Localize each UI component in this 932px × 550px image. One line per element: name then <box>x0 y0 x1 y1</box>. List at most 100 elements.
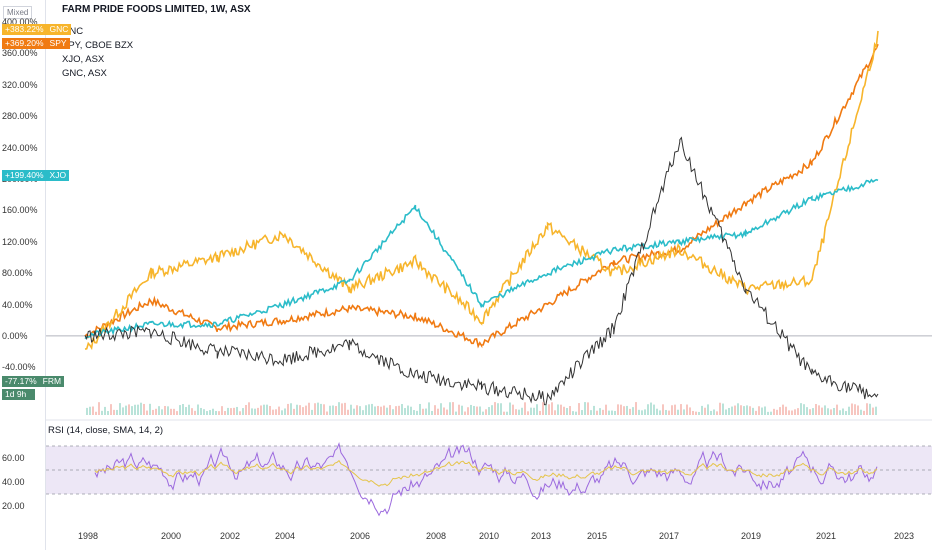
volume-bar <box>326 411 328 415</box>
volume-bar <box>230 408 232 415</box>
volume-bar <box>827 408 829 415</box>
volume-bar <box>389 405 391 415</box>
price-tick: 320.00% <box>2 79 38 90</box>
rsi-tick: 60.00 <box>2 453 25 463</box>
volume-bar <box>431 410 433 415</box>
scale-mode-button[interactable]: Mixed <box>3 6 33 19</box>
volume-bar <box>281 410 283 415</box>
price-tick: 280.00% <box>2 111 38 122</box>
volume-bar <box>464 411 466 415</box>
volume-bar <box>869 403 871 415</box>
volume-bar <box>722 403 724 415</box>
volume-bar <box>839 410 841 415</box>
volume-bar <box>800 403 802 415</box>
volume-bar <box>296 404 298 415</box>
volume-bar <box>710 410 712 415</box>
volume-bar <box>779 407 781 415</box>
volume-bar <box>302 407 304 415</box>
rsi-tick: 20.00 <box>2 501 25 511</box>
price-axis[interactable] <box>0 0 46 550</box>
volume-bar <box>656 408 658 415</box>
badge-symbol: GNC <box>49 24 69 34</box>
volume-bar <box>92 406 94 415</box>
legend-item-gnc-asx[interactable]: GNC, ASX <box>62 68 107 79</box>
volume-bar <box>557 404 559 415</box>
volume-bar <box>680 404 682 415</box>
volume-bar <box>620 404 622 415</box>
volume-bar <box>266 404 268 415</box>
legend-item-spy[interactable]: SPY, CBOE BZX <box>62 40 134 51</box>
volume-bar <box>614 410 616 415</box>
volume-bar <box>395 406 397 415</box>
volume-bar <box>122 407 124 415</box>
volume-bar <box>593 405 595 415</box>
volume-bar <box>569 406 571 415</box>
rsi-label[interactable]: RSI (14, close, SMA, 14, 2) <box>48 425 164 436</box>
badge-symbol: SPY <box>49 38 67 48</box>
volume-bar <box>638 409 640 415</box>
legend-item-gnc[interactable]: GNC <box>62 26 84 37</box>
volume-bar <box>764 406 766 415</box>
volume-bar <box>224 411 226 415</box>
volume-bar <box>146 410 148 415</box>
price-tick: 120.00% <box>2 236 38 247</box>
volume-bar <box>314 403 316 415</box>
volume-bar <box>161 409 163 415</box>
volume-bar <box>695 411 697 415</box>
volume-bar <box>131 406 133 415</box>
volume-bar <box>791 410 793 415</box>
volume-bar <box>362 410 364 415</box>
volume-bar <box>221 406 223 415</box>
volume-bar <box>197 404 199 415</box>
volume-bar <box>206 411 208 415</box>
volume-bar <box>467 407 469 415</box>
volume-bar <box>401 404 403 415</box>
volume-bar <box>347 409 349 415</box>
volume-bar <box>644 409 646 415</box>
volume-bar <box>854 404 856 415</box>
volume-bar <box>743 406 745 415</box>
volume-bar <box>635 402 637 415</box>
volume-bar <box>716 411 718 415</box>
volume-bar <box>323 404 325 415</box>
volume-bar <box>719 402 721 415</box>
volume-bar <box>725 409 727 415</box>
volume-bar <box>515 409 517 415</box>
badge-value: -77.17% <box>5 376 37 386</box>
price-badge-frm: -77.17% FRM <box>2 376 65 387</box>
volume-bar <box>482 411 484 415</box>
rsi-ma-line <box>94 459 878 487</box>
volume-bar <box>368 404 370 415</box>
volume-bar <box>320 403 322 415</box>
volume-bar <box>101 410 103 415</box>
volume-bar <box>191 408 193 415</box>
volume-bar <box>461 405 463 415</box>
volume-bar <box>119 403 121 415</box>
volume-bar <box>422 408 424 415</box>
time-tick: 2004 <box>274 531 296 541</box>
volume-bar <box>383 405 385 415</box>
volume-bar <box>671 405 673 415</box>
volume-bar <box>356 405 358 415</box>
series-line-spy <box>84 43 879 349</box>
volume-bar <box>227 407 229 415</box>
volume-bar <box>305 405 307 415</box>
legend-item-xjo[interactable]: XJO, ASX <box>62 54 105 65</box>
volume-bar <box>530 407 532 415</box>
volume-bar <box>737 403 739 415</box>
volume-bar <box>686 404 688 415</box>
volume-bar <box>860 409 862 415</box>
volume-bar <box>662 404 664 415</box>
volume-bar <box>734 405 736 415</box>
volume-bar <box>539 410 541 415</box>
volume-bar <box>257 407 259 415</box>
volume-bar <box>413 410 415 415</box>
volume-bar <box>578 403 580 415</box>
volume-bar <box>446 409 448 415</box>
volume-bar <box>536 404 538 415</box>
price-tick: 400.00% <box>2 17 38 27</box>
time-tick: 2021 <box>815 531 837 541</box>
volume-bar <box>698 411 700 415</box>
volume-bar <box>752 407 754 415</box>
